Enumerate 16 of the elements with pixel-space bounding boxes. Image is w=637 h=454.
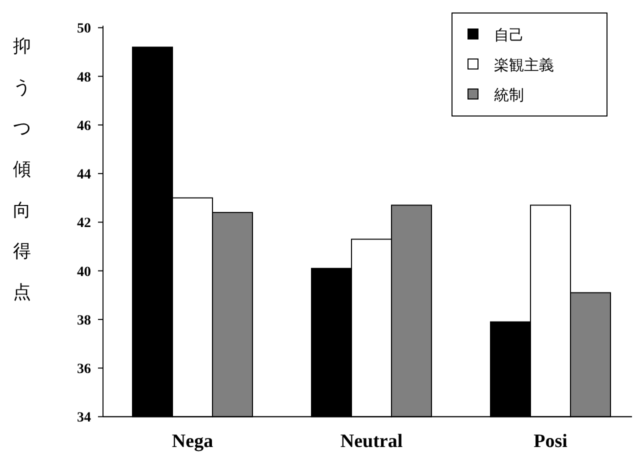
x-tick-label: Posi [534,431,568,452]
legend-label: 統制 [494,87,524,104]
y-tick-label: 42 [77,216,91,232]
y-tick-label: 40 [77,264,91,280]
legend-label: 自己 [494,27,524,44]
y-axis-title: 抑うつ傾向得点 [13,36,31,302]
y-tick-label: 44 [77,168,91,183]
y-tick-label: 48 [77,70,91,86]
y-tick-label: 38 [77,313,91,328]
y-tick-label: 36 [77,362,91,378]
legend-label: 楽観主義 [494,57,554,74]
y-tick-label: 34 [77,410,91,426]
x-tick-label: Nega [172,431,214,452]
y-tick-label: 50 [77,22,91,37]
y-tick-label: 46 [77,118,91,134]
x-tick-label: Neutral [340,431,403,452]
